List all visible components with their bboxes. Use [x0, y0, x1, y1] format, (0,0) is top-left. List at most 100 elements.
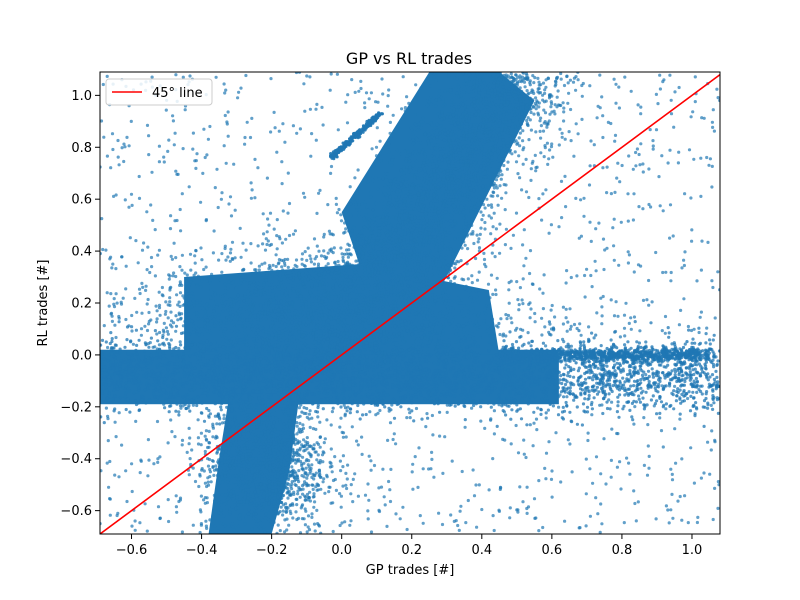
- data-point: [161, 369, 165, 373]
- data-point: [623, 343, 627, 347]
- data-point: [711, 358, 715, 362]
- data-point: [325, 352, 329, 357]
- data-point: [616, 395, 620, 399]
- data-point: [530, 394, 535, 398]
- data-point: [119, 380, 123, 384]
- data-point: [587, 390, 591, 394]
- data-point: [149, 203, 153, 207]
- data-point: [461, 382, 465, 387]
- data-point: [427, 368, 431, 372]
- data-point: [136, 373, 140, 377]
- data-point: [559, 374, 563, 378]
- data-point: [484, 312, 488, 316]
- data-point: [240, 364, 244, 368]
- data-point: [527, 397, 531, 402]
- data-point: [146, 384, 150, 389]
- data-point: [460, 386, 464, 390]
- data-point: [497, 366, 501, 370]
- data-point: [178, 364, 182, 368]
- data-point: [181, 352, 186, 356]
- data-point: [602, 389, 607, 393]
- data-point: [712, 352, 716, 356]
- data-point: [261, 398, 265, 402]
- data-point: [147, 398, 152, 402]
- data-point: [218, 274, 222, 278]
- data-point: [226, 391, 230, 395]
- data-point: [553, 368, 557, 372]
- data-point: [273, 315, 277, 319]
- data-point: [498, 251, 502, 255]
- data-point: [222, 351, 226, 355]
- data-point: [330, 370, 334, 374]
- data-point: [329, 266, 334, 270]
- data-point: [399, 388, 403, 392]
- data-point: [455, 351, 459, 355]
- data-point: [635, 340, 639, 344]
- data-point: [257, 268, 261, 272]
- data-point: [177, 346, 181, 351]
- data-point: [655, 399, 659, 403]
- data-point: [136, 355, 140, 359]
- data-point: [467, 289, 472, 294]
- data-point: [636, 347, 640, 351]
- data-point: [449, 349, 453, 353]
- data-point: [309, 260, 313, 264]
- data-point: [156, 355, 160, 359]
- data-point: [421, 343, 425, 347]
- data-point: [563, 390, 567, 394]
- data-point: [609, 338, 613, 342]
- data-point: [256, 281, 260, 286]
- data-point: [395, 356, 399, 361]
- data-point: [705, 390, 709, 394]
- data-point: [100, 377, 103, 381]
- data-point: [324, 360, 329, 364]
- data-point: [151, 389, 156, 393]
- data-point: [528, 395, 532, 399]
- data-point: [636, 379, 640, 383]
- data-point: [363, 348, 367, 352]
- data-point: [476, 300, 481, 304]
- data-point: [483, 389, 487, 393]
- data-point: [689, 364, 693, 368]
- data-point: [478, 336, 482, 340]
- data-point: [389, 332, 393, 336]
- data-point: [630, 374, 634, 378]
- data-point: [506, 368, 510, 372]
- data-point: [100, 389, 104, 393]
- data-point: [488, 361, 492, 365]
- data-point: [638, 364, 642, 368]
- data-point: [616, 400, 620, 404]
- data-point: [464, 333, 468, 338]
- data-point: [130, 372, 134, 377]
- data-point: [638, 367, 643, 371]
- data-point: [456, 323, 461, 327]
- data-point: [639, 345, 643, 349]
- data-point: [658, 411, 662, 415]
- data-point: [448, 382, 452, 386]
- data-point: [381, 372, 385, 377]
- data-point: [459, 393, 463, 397]
- data-point: [416, 361, 420, 365]
- data-point: [490, 342, 494, 346]
- data-point: [462, 404, 466, 408]
- data-point: [342, 389, 346, 393]
- data-point: [475, 390, 480, 394]
- data-point: [235, 371, 239, 375]
- data-point: [186, 372, 190, 376]
- data-point: [166, 316, 170, 320]
- data-point: [543, 386, 547, 390]
- data-point: [293, 411, 297, 415]
- data-point: [147, 310, 151, 315]
- data-point: [468, 368, 472, 372]
- data-point: [682, 399, 687, 403]
- data-point: [382, 297, 386, 301]
- data-point: [644, 376, 648, 380]
- data-point: [115, 385, 119, 389]
- data-point: [639, 381, 643, 385]
- data-point: [305, 399, 309, 403]
- data-point: [574, 361, 578, 365]
- data-point: [712, 333, 716, 337]
- data-point: [223, 367, 228, 371]
- data-point: [441, 350, 445, 354]
- data-point: [514, 340, 519, 344]
